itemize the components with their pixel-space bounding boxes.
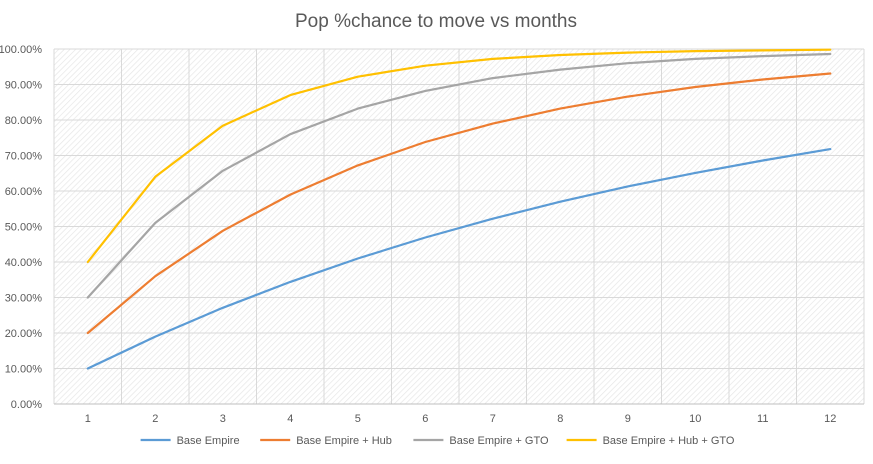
y-tick-label: 100.00% bbox=[0, 44, 42, 56]
x-tick-label: 5 bbox=[355, 413, 361, 425]
legend-item: Base Empire bbox=[140, 435, 240, 447]
x-tick-label: 2 bbox=[152, 413, 158, 425]
y-axis: 0.00% 10.00% 20.00% 30.00% 40.00% 50.00% 60.00… bbox=[0, 44, 42, 411]
x-tick-label: 1 bbox=[85, 413, 91, 425]
x-tick-label: 4 bbox=[287, 413, 293, 425]
x-tick-label: 11 bbox=[757, 413, 768, 425]
series-line bbox=[86, 72, 832, 335]
legend-item: Base Empire + GTO bbox=[413, 435, 549, 447]
y-tick-label: 20.00% bbox=[5, 328, 43, 340]
legend-label: Base Empire bbox=[177, 435, 240, 447]
x-tick-label: 3 bbox=[220, 413, 226, 425]
y-tick-label: 40.00% bbox=[5, 257, 43, 269]
x-tick-label: 12 bbox=[824, 413, 836, 425]
y-tick-label: 80.00% bbox=[5, 115, 43, 127]
series-layer bbox=[86, 48, 832, 370]
legend-label: Base Empire + Hub bbox=[296, 435, 392, 447]
y-tick-label: 50.00% bbox=[5, 222, 43, 234]
x-axis: 1 2 3 4 5 6 7 8 9 10 11 12 bbox=[54, 403, 864, 425]
y-tick-label: 60.00% bbox=[5, 186, 43, 198]
legend-label: Base Empire + GTO bbox=[449, 435, 549, 447]
series-line bbox=[86, 148, 832, 370]
legend: Base Empire Base Empire + Hub Base Empire … bbox=[140, 435, 735, 447]
chart-title: Pop %chance to move vs months bbox=[295, 11, 577, 32]
series-line bbox=[86, 48, 832, 264]
x-tick-label: 6 bbox=[422, 413, 428, 425]
x-tick-label: 8 bbox=[557, 413, 563, 425]
x-tick-label: 7 bbox=[490, 413, 496, 425]
y-tick-label: 90.00% bbox=[5, 80, 43, 92]
legend-label: Base Empire + Hub + GTO bbox=[603, 435, 735, 447]
x-tick-label: 9 bbox=[625, 413, 631, 425]
legend-item: Base Empire + Hub + GTO bbox=[566, 435, 735, 447]
y-tick-label: 0.00% bbox=[11, 399, 42, 411]
y-tick-label: 10.00% bbox=[5, 364, 43, 376]
legend-item: Base Empire + Hub bbox=[260, 435, 392, 447]
y-tick-label: 30.00% bbox=[5, 293, 43, 305]
y-tick-label: 70.00% bbox=[5, 151, 43, 163]
x-tick-label: 10 bbox=[689, 413, 701, 425]
series-line bbox=[86, 52, 832, 299]
